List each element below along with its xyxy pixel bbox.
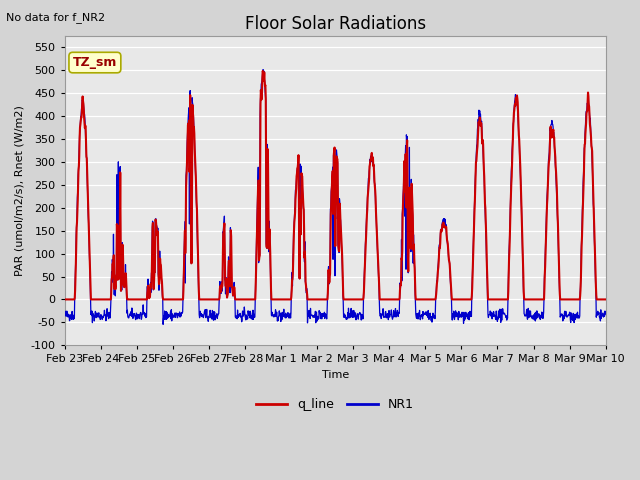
q_line: [61, 297, 68, 302]
NR1: [61, 311, 68, 317]
X-axis label: Time: Time: [321, 370, 349, 380]
NR1: [490, 312, 498, 318]
Line: NR1: NR1: [65, 70, 605, 324]
Legend: q_line, NR1: q_line, NR1: [251, 393, 419, 416]
Text: No data for f_NR2: No data for f_NR2: [6, 12, 106, 23]
Text: TZ_sm: TZ_sm: [73, 56, 117, 69]
NR1: [538, 310, 546, 315]
q_line: [242, 297, 250, 302]
NR1: [182, 280, 189, 286]
q_line: [538, 297, 546, 302]
Line: q_line: q_line: [65, 71, 605, 300]
q_line: [168, 297, 176, 302]
NR1: [602, 311, 609, 316]
q_line: [490, 297, 498, 302]
q_line: [87, 297, 95, 302]
q_line: [420, 297, 428, 302]
q_line: [259, 68, 267, 74]
NR1: [168, 313, 176, 319]
NR1: [259, 67, 267, 72]
q_line: [602, 297, 609, 302]
Y-axis label: PAR (umol/m2/s), Rnet (W/m2): PAR (umol/m2/s), Rnet (W/m2): [15, 105, 25, 276]
q_line: [182, 250, 189, 256]
Title: Floor Solar Radiations: Floor Solar Radiations: [244, 15, 426, 33]
NR1: [420, 310, 428, 315]
NR1: [159, 322, 167, 327]
NR1: [242, 317, 250, 323]
